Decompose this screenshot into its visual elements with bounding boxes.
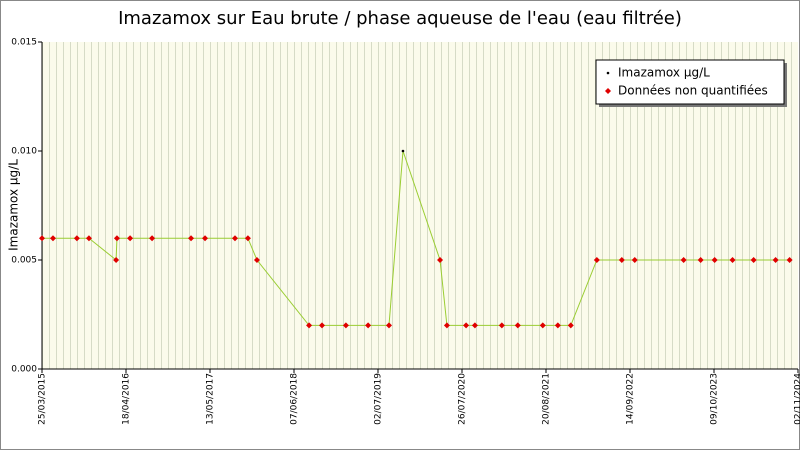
non-quantified-point xyxy=(188,235,195,242)
x-tick-label: 09/10/2023 xyxy=(710,373,720,425)
non-quantified-point xyxy=(618,257,625,263)
non-quantified-point xyxy=(750,257,757,263)
non-quantified-point xyxy=(39,235,45,242)
legend-label: Données non quantifiées xyxy=(618,84,768,98)
y-tick-label: 0.005 xyxy=(11,256,37,266)
x-tick-label: 25/03/2015 xyxy=(38,373,48,425)
non-quantified-point xyxy=(631,257,638,263)
x-tick-label: 18/04/2016 xyxy=(122,373,132,425)
chart-title: Imazamox sur Eau brute / phase aqueuse d… xyxy=(118,8,682,29)
non-quantified-point xyxy=(319,322,325,329)
x-tick-label: 13/05/2017 xyxy=(206,373,216,425)
y-tick-label: 0.000 xyxy=(11,365,37,375)
non-quantified-point xyxy=(772,257,779,263)
y-tick-label: 0.015 xyxy=(11,38,37,48)
legend-box xyxy=(595,59,785,105)
non-quantified-point xyxy=(443,322,450,329)
non-quantified-point xyxy=(514,322,521,329)
non-quantified-point xyxy=(127,235,134,242)
non-quantified-point xyxy=(554,322,561,329)
y-axis-label: Imazamox µg/L xyxy=(7,159,21,251)
non-quantified-point xyxy=(231,235,238,242)
point xyxy=(401,149,405,153)
non-quantified-point xyxy=(253,257,260,263)
non-quantified-point xyxy=(73,235,80,242)
non-quantified-point xyxy=(463,322,470,329)
x-tick-label: 20/08/2021 xyxy=(542,373,552,425)
non-quantified-point xyxy=(697,257,704,263)
non-quantified-point xyxy=(498,322,505,329)
non-quantified-point xyxy=(680,257,687,263)
non-quantified-point xyxy=(342,322,349,329)
non-quantified-point xyxy=(365,322,372,329)
series-line xyxy=(42,150,790,326)
non-quantified-point xyxy=(593,257,600,263)
non-quantified-point xyxy=(437,257,444,263)
non-quantified-point xyxy=(786,257,793,263)
non-quantified-point xyxy=(539,322,546,329)
non-quantified-point xyxy=(471,322,478,329)
x-tick-label: 14/09/2022 xyxy=(626,373,636,425)
legend-marker xyxy=(605,88,611,94)
non-quantified-point xyxy=(567,322,574,329)
legend-label: Imazamox µg/L xyxy=(618,66,710,80)
legend-marker xyxy=(606,71,610,75)
non-quantified-point xyxy=(149,235,156,242)
x-tick-label: 07/06/2018 xyxy=(290,373,300,425)
non-quantified-point xyxy=(49,235,56,242)
x-tick-label: 02/11/2024 xyxy=(794,373,800,425)
non-quantified-point xyxy=(202,235,209,242)
non-quantified-point xyxy=(385,322,392,329)
non-quantified-point xyxy=(113,235,120,242)
non-quantified-point xyxy=(711,257,718,263)
y-tick-label: 0.010 xyxy=(11,147,37,157)
non-quantified-point xyxy=(729,257,736,263)
x-tick-label: 26/07/2020 xyxy=(458,373,468,425)
non-quantified-point xyxy=(85,235,92,242)
x-tick-label: 02/07/2019 xyxy=(374,373,384,425)
non-quantified-point xyxy=(244,235,251,242)
non-quantified-point xyxy=(306,322,313,329)
non-quantified-point xyxy=(113,257,120,263)
